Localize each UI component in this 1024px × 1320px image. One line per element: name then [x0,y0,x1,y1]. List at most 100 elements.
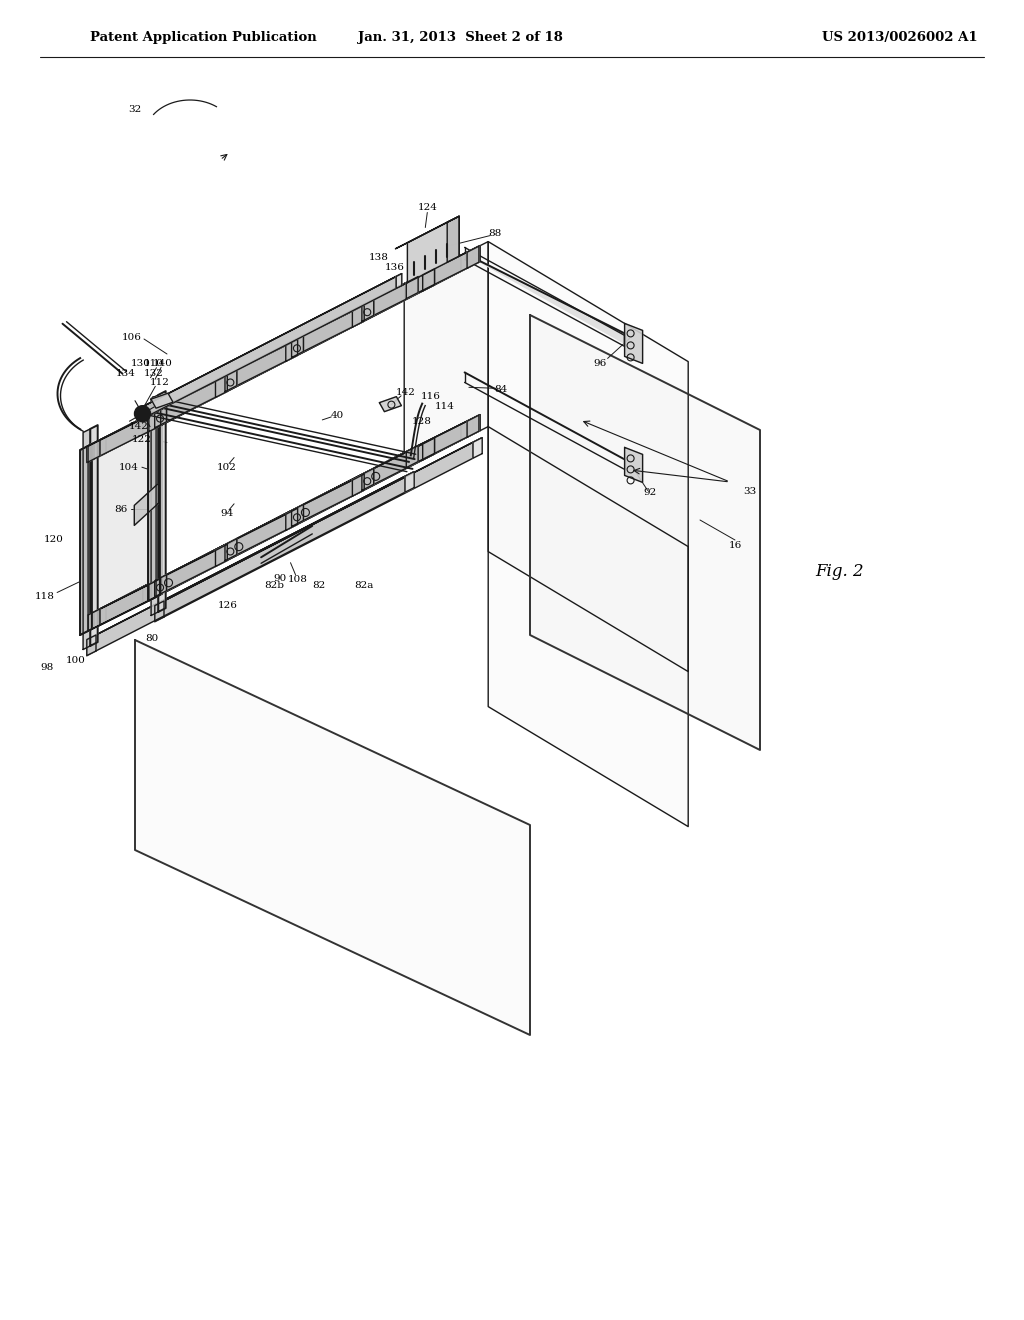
Polygon shape [88,609,100,631]
Polygon shape [148,578,161,601]
Polygon shape [406,471,414,492]
Text: 142: 142 [396,388,416,397]
Polygon shape [361,469,374,491]
Polygon shape [87,453,406,631]
Text: 128: 128 [412,417,431,426]
Polygon shape [461,421,468,440]
Polygon shape [225,508,298,545]
Polygon shape [473,438,482,458]
Polygon shape [473,246,480,265]
Polygon shape [286,339,298,362]
Circle shape [134,405,151,421]
Polygon shape [88,578,161,615]
Polygon shape [215,375,227,397]
Text: 40: 40 [331,412,344,420]
Text: 92: 92 [643,488,656,496]
Polygon shape [142,583,150,603]
Text: 124: 124 [418,203,437,213]
Polygon shape [87,444,94,462]
Polygon shape [417,442,424,462]
Text: 108: 108 [288,576,307,585]
Text: 120: 120 [44,535,65,544]
Text: Patent Application Publication: Patent Application Publication [90,30,316,44]
Text: 82a: 82a [354,581,374,590]
Text: 96: 96 [593,359,606,368]
Polygon shape [225,339,298,376]
Polygon shape [380,396,401,412]
Polygon shape [625,323,643,363]
Polygon shape [155,574,167,597]
Polygon shape [467,416,479,437]
Polygon shape [155,442,473,622]
Polygon shape [155,405,167,428]
Text: 94: 94 [220,510,233,519]
Polygon shape [447,216,459,263]
Polygon shape [98,277,417,457]
Polygon shape [155,246,480,413]
Polygon shape [155,438,482,606]
Polygon shape [461,252,468,271]
Polygon shape [148,409,161,432]
Polygon shape [396,273,401,288]
Polygon shape [87,612,94,631]
Text: 100: 100 [67,656,86,665]
Polygon shape [417,273,424,293]
Polygon shape [418,246,479,293]
Polygon shape [80,444,92,635]
Polygon shape [137,407,142,421]
Polygon shape [148,407,168,416]
Polygon shape [98,442,424,610]
Polygon shape [87,284,406,462]
Polygon shape [418,416,479,462]
Polygon shape [90,425,97,645]
Polygon shape [98,606,106,626]
Polygon shape [87,635,96,656]
Polygon shape [155,249,473,429]
Text: 136: 136 [384,263,404,272]
Polygon shape [87,477,406,656]
Polygon shape [142,252,468,418]
Polygon shape [361,438,434,474]
Polygon shape [292,335,303,358]
Polygon shape [465,253,625,343]
Polygon shape [361,269,434,305]
Polygon shape [88,409,161,446]
Polygon shape [488,426,688,826]
Text: 116: 116 [421,392,440,401]
Text: 110: 110 [143,359,164,368]
Polygon shape [237,339,298,385]
Text: 104: 104 [119,463,139,471]
Polygon shape [155,544,227,581]
Text: 88: 88 [488,230,502,238]
Polygon shape [395,216,459,248]
Polygon shape [292,305,365,342]
Polygon shape [88,411,160,446]
Text: 132: 132 [143,370,164,379]
Text: 84: 84 [495,385,508,393]
Polygon shape [406,449,413,469]
Polygon shape [134,483,159,525]
Polygon shape [88,440,100,462]
Polygon shape [155,414,480,582]
Polygon shape [407,277,418,298]
Polygon shape [152,395,159,615]
Polygon shape [142,255,461,434]
Polygon shape [155,578,162,598]
Polygon shape [142,414,150,434]
Text: 80: 80 [145,635,159,643]
Polygon shape [135,640,530,1035]
Text: 134: 134 [116,370,135,379]
Text: 16: 16 [728,540,741,549]
Text: 140: 140 [154,359,173,368]
Polygon shape [374,269,434,315]
Polygon shape [87,471,414,640]
Text: 82b: 82b [264,581,285,590]
Polygon shape [83,429,90,649]
Polygon shape [225,370,237,392]
Text: 126: 126 [218,602,238,610]
Text: 98: 98 [41,663,53,672]
Polygon shape [625,447,643,482]
Polygon shape [423,438,434,461]
Polygon shape [142,421,468,587]
Polygon shape [137,276,396,421]
